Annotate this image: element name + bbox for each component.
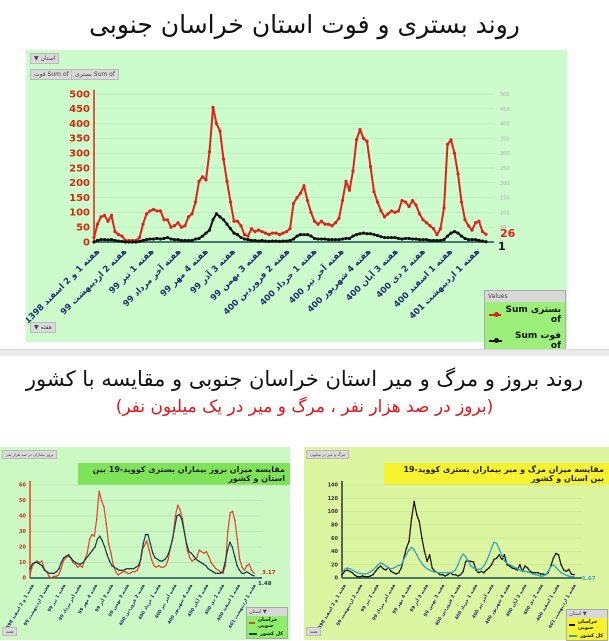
legend-item-province: خراسان جنوبی [247,616,287,630]
svg-text:50: 50 [19,498,26,504]
incidence-chart-panel: بروز بیماران در صد هزار نفر مقایسه میزان… [0,447,290,640]
svg-text:1: 1 [498,240,506,253]
legend-header: Values [485,291,565,302]
svg-text:100: 100 [328,509,339,515]
svg-text:450: 450 [69,104,90,115]
top-chart-title: روند بستری و فوت استان خراسان جنوبی [89,10,520,39]
bottom-section-title: روند بروز و مرگ و میر استان خراسان جنوبی… [25,367,584,391]
svg-text:300: 300 [500,151,510,157]
svg-text:1.67: 1.67 [582,576,596,582]
svg-text:50: 50 [500,225,506,231]
incidence-chart-title: مقایسه میزان بروز بیماران بستری کووید-19… [78,463,290,485]
svg-text:0: 0 [500,240,503,246]
mortality-legend: استان ▼ خراسان جنوبی کل کشور [566,609,608,641]
svg-text:400: 400 [69,119,90,130]
svg-text:10: 10 [19,560,26,566]
svg-text:250: 250 [500,166,510,172]
teal-line-icon [569,635,577,637]
bottom-section-subtitle: (بروز در صد هزار نفر ، مرگ و میر در یک م… [115,397,494,417]
svg-text:300: 300 [69,149,90,160]
svg-text:60: 60 [19,483,26,489]
top-chart-panel: استان ▼ Sum of فوت Sum of بستری 0 0 50 50 10… [26,50,567,355]
svg-text:400: 400 [500,122,510,128]
svg-text:500: 500 [500,92,510,98]
svg-text:350: 350 [500,136,510,142]
filter-chip-province[interactable]: استان ▼ [30,53,60,64]
svg-text:3.17: 3.17 [262,570,276,576]
section-divider [0,349,609,356]
mortality-axis-chip[interactable]: هفته [306,627,322,636]
svg-text:1.48: 1.48 [258,581,272,587]
svg-text:200: 200 [500,181,510,187]
svg-text:40: 40 [19,514,26,520]
svg-text:26: 26 [500,227,516,240]
field-chip-hospitalized[interactable]: Sum of بستری [71,69,119,80]
svg-text:140: 140 [328,483,339,489]
top-legend: Values بستری Sum of فوت Sum of [484,290,566,355]
orange-line-icon [249,622,255,624]
svg-text:450: 450 [500,107,510,113]
legend-item-country: کل کشور [567,632,607,640]
svg-text:20: 20 [19,545,26,551]
svg-text:30: 30 [19,529,26,535]
svg-text:هفته 4 مهر 99: هفته 4 مهر 99 [159,247,211,299]
svg-text:هفته 1 و 2 اسفند 1398: هفته 1 و 2 اسفند 1398 [316,583,348,633]
svg-text:350: 350 [69,134,90,145]
svg-text:150: 150 [69,193,90,204]
incidence-top-chip[interactable]: بروز بیماران در صد هزار نفر [2,450,58,459]
svg-text:20: 20 [331,562,338,568]
svg-text:250: 250 [69,163,90,174]
svg-text:500: 500 [69,89,90,100]
svg-text:100: 100 [500,210,510,216]
black-line-marker-icon [489,338,503,343]
legend-item-hospitalized: بستری Sum of [485,302,565,328]
svg-text:40: 40 [331,549,338,555]
legend-item-country: کل کشور [247,630,287,638]
mortality-chart-panel: مرگ و میر در میلیون مقایسه میزان مرگ و م… [304,447,609,641]
svg-text:150: 150 [500,196,510,202]
red-line-marker-icon [489,312,501,317]
svg-text:80: 80 [331,523,338,529]
black-line-icon [569,624,575,626]
svg-text:200: 200 [69,178,90,189]
svg-text:0: 0 [335,576,339,582]
legend-item-death: فوت Sum of [485,328,565,354]
axis-chip-week[interactable]: هفته ▼ [30,322,56,333]
navy-line-icon [249,633,257,635]
svg-text:100: 100 [69,208,90,219]
mortality-chart-title: مقایسه میزان مرگ و میر بیماران بستری کوو… [384,463,609,485]
svg-text:0: 0 [23,576,27,582]
incidence-legend: استان ▼ خراسان جنوبی کل کشور [246,607,288,639]
top-line-chart: 0 0 50 50 100 100 150 150 200 200 250 250 300 300 350 3… [26,89,516,326]
svg-text:60: 60 [331,536,338,542]
svg-text:0: 0 [83,237,90,248]
svg-text:هفته 2 دی 400: هفته 2 دی 400 [375,247,428,300]
incidence-axis-chip[interactable]: هفته [2,627,18,636]
legend-item-province: خراسان جنوبی [567,618,607,632]
svg-text:120: 120 [328,496,339,502]
svg-text:هفته 1 و 2 اسفند 1398: هفته 1 و 2 اسفند 1398 [4,583,36,633]
mortality-top-chip[interactable]: مرگ و میر در میلیون [306,450,350,459]
svg-text:50: 50 [76,223,90,234]
